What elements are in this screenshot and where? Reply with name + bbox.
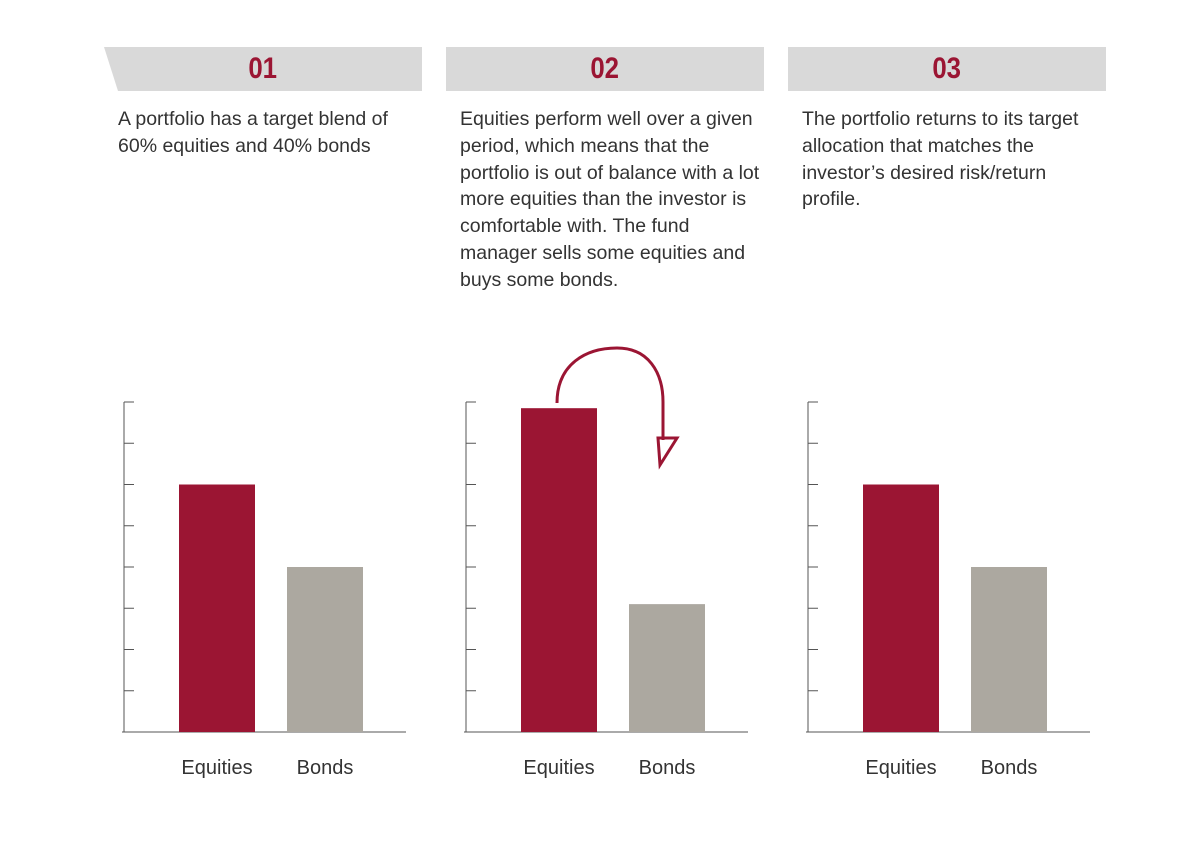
step-number: 01 [248,52,278,85]
panel-01: 01 A portfolio has a target blend of 60%… [104,0,424,846]
category-label: Bonds [981,757,1038,779]
curved-arrow-icon [555,346,680,470]
step-description: A portfolio has a target blend of 60% eq… [118,108,388,157]
panel-03: 03 The portfolio returns to its target a… [788,0,1108,846]
step-banner-02: 02 [446,47,764,91]
bar-bonds [287,567,363,732]
step-description: Equities perform well over a given perio… [460,108,760,291]
bar-chart-03: Equities Bonds [806,401,1090,779]
step-banner-03: 03 [788,47,1106,91]
step-number: 03 [932,52,962,85]
category-label: Bonds [297,757,354,779]
bar-bonds [971,567,1047,732]
bar-equities [863,484,939,732]
step-number: 02 [590,52,620,85]
category-label: Equities [181,757,252,779]
step-description: The portfolio returns to its target allo… [802,108,1079,211]
panel-02: 02 Equities perform well over a given pe… [446,0,766,846]
category-label: Bonds [639,757,696,779]
bar-equities [179,484,255,732]
category-label: Equities [523,757,594,779]
bar-bonds [629,604,705,732]
step-banner-01: 01 [104,47,422,91]
bar-equities [521,408,597,732]
category-label: Equities [865,757,936,779]
bar-chart-02: Equities Bonds [464,346,748,779]
bar-chart-01: Equities Bonds [122,401,406,779]
